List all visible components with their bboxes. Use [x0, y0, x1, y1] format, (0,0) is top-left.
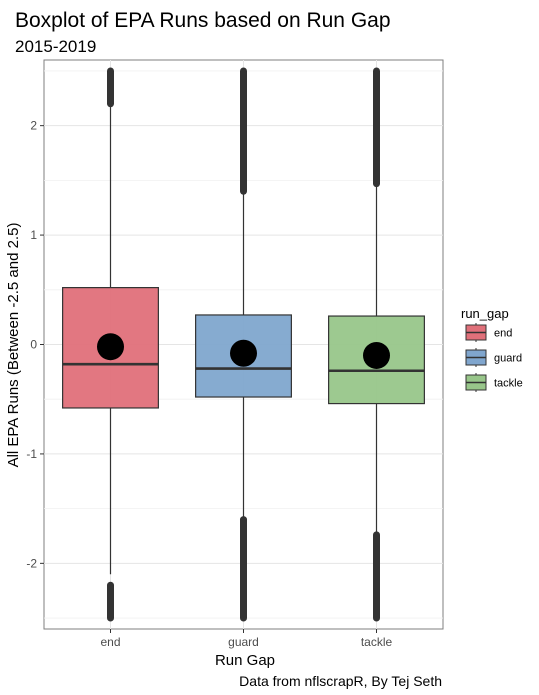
- x-axis-title: Run Gap: [215, 652, 275, 669]
- legend-label-tackle: tackle: [494, 378, 523, 390]
- x-tick-label: guard: [228, 635, 259, 649]
- box-group-guard: [195, 67, 292, 622]
- x-axis: end guard tackle: [100, 629, 392, 649]
- y-axis: -2 -1 0 1 2: [26, 119, 44, 570]
- y-tick-label: -2: [26, 556, 37, 570]
- box-group-end: [62, 67, 159, 622]
- y-tick-label: -1: [26, 447, 37, 461]
- legend-label-end: end: [494, 328, 512, 340]
- plot-panel: [43, 59, 444, 630]
- chart-caption: Data from nflscrapR, By Tej Seth: [239, 673, 442, 689]
- y-axis-title: All EPA Runs (Between -2.5 and 2.5): [5, 223, 22, 468]
- chart-subtitle: 2015-2019: [15, 37, 96, 56]
- x-tick-label: end: [100, 635, 120, 649]
- chart-title: Boxplot of EPA Runs based on Run Gap: [15, 9, 391, 32]
- y-tick-label: 0: [30, 338, 37, 352]
- mean-point: [230, 339, 257, 367]
- mean-point: [363, 341, 390, 369]
- y-tick-label: 1: [30, 228, 37, 242]
- legend: run_gap end guard tackle: [461, 306, 523, 392]
- legend-label-guard: guard: [494, 353, 522, 365]
- mean-point: [97, 333, 124, 361]
- x-tick-label: tackle: [361, 635, 393, 649]
- boxes-layer: [62, 67, 425, 622]
- legend-title: run_gap: [461, 306, 509, 321]
- box-group-tackle: [328, 67, 425, 622]
- y-tick-label: 2: [30, 119, 37, 133]
